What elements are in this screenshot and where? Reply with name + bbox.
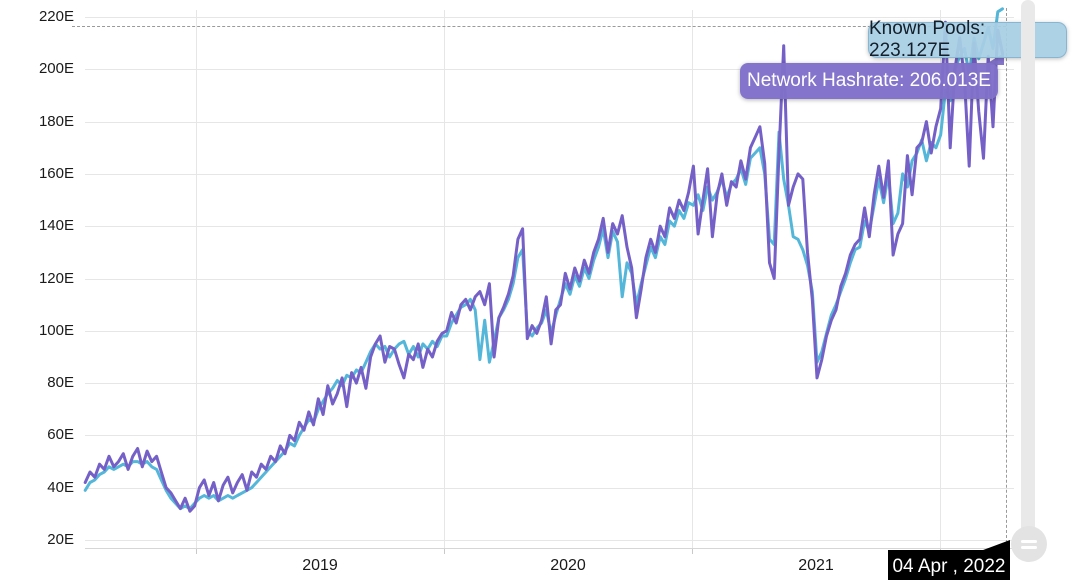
y-axis-label: 60E	[47, 426, 74, 444]
known-pools-tooltip-text: Known Pools: 223.127E	[869, 18, 986, 61]
y-axis-label: 120E	[38, 269, 74, 287]
crosshair-horizontal-line	[72, 26, 1006, 27]
y-gridline	[85, 487, 1014, 489]
y-gridline	[85, 17, 1014, 18]
x-axis-tick	[692, 548, 693, 554]
y-gridline	[85, 69, 1014, 71]
x-axis-line	[85, 548, 1014, 549]
x-axis-year-label: 2019	[302, 557, 338, 574]
y-axis-label: 100E	[38, 321, 74, 339]
x-axis-tick	[444, 548, 445, 554]
crosshair-vertical-line	[1006, 8, 1007, 548]
y-gridline	[85, 173, 1014, 175]
y-gridline	[85, 226, 1014, 228]
y-axis-label: 80E	[47, 374, 74, 392]
known-pools-line[interactable]	[83, 7, 1004, 511]
y-axis-label: 140E	[38, 217, 74, 235]
x-axis-year-label: 2021	[798, 557, 834, 574]
y-gridline	[85, 121, 1014, 123]
x-axis-tick	[196, 548, 197, 554]
y-gridline	[85, 278, 1014, 280]
y-axis-label: 200E	[38, 60, 74, 78]
y-axis-label: 40E	[47, 478, 74, 496]
x-gridline	[940, 10, 941, 548]
y-gridline	[85, 435, 1014, 437]
known-pools-tooltip: Known Pools: 223.127E	[868, 18, 1067, 61]
y-axis-label: 180E	[38, 112, 74, 130]
grip-lines-icon	[1021, 539, 1037, 543]
x-gridline	[444, 10, 445, 548]
y-gridline	[85, 383, 1014, 385]
y-axis-label: 20E	[47, 531, 74, 548]
scrollbar-thumb[interactable]	[1011, 526, 1047, 562]
date-flag-text: 04 Apr , 2022	[892, 556, 1006, 577]
x-gridline	[692, 10, 693, 548]
y-axis-label: 220E	[38, 8, 74, 25]
network-hashrate-tooltip: Network Hashrate: 206.013E	[740, 63, 998, 99]
y-gridline	[85, 540, 1014, 541]
grip-lines-icon	[1021, 545, 1037, 549]
scrollbar-track[interactable]	[1021, 0, 1035, 562]
network-hashrate-tooltip-text: Network Hashrate: 206.013E	[747, 70, 991, 91]
x-axis-year-label: 2020	[550, 557, 586, 574]
x-gridline	[196, 10, 197, 548]
network-hashrate-line[interactable]	[83, 20, 1004, 513]
y-axis-label: 160E	[38, 164, 74, 182]
